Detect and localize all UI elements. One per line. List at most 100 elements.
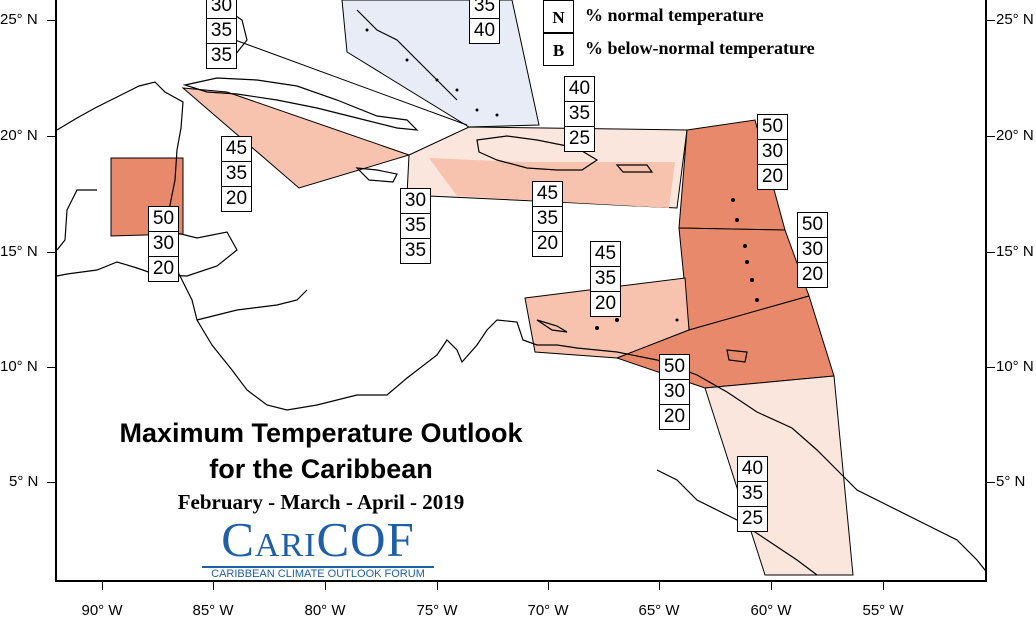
zone-guianas xyxy=(704,375,854,576)
prob-below: 25 xyxy=(741,508,764,529)
lat-tick xyxy=(47,252,55,253)
map-frame xyxy=(55,0,987,582)
prob-normal: 35 xyxy=(565,102,594,127)
lon-label: 90° W xyxy=(81,602,123,619)
lon-label: 80° W xyxy=(304,602,346,619)
legend-key-normal: N xyxy=(543,0,574,33)
lon-tick xyxy=(102,582,103,590)
prob-normal: 30 xyxy=(798,238,827,263)
prob-box-leeward-islands: 50 30 20 xyxy=(757,114,788,190)
lat-label-left: 15° N xyxy=(0,243,38,260)
prob-normal: 35 xyxy=(591,267,620,292)
lat-tick xyxy=(47,367,55,368)
zone-bahamas xyxy=(341,0,540,128)
prob-below: 35 xyxy=(404,240,427,261)
prob-box-jamaica: 30 35 35 xyxy=(400,188,431,264)
prob-normal: 35 xyxy=(738,482,767,507)
legend-text-normal: % normal temperature xyxy=(585,5,764,25)
lon-label: 55° W xyxy=(862,602,904,619)
lat-label-right: 25° N xyxy=(996,11,1034,28)
lat-label-left: 5° N xyxy=(9,473,39,490)
lat-tick xyxy=(987,367,995,368)
prob-box-belize: 50 30 20 xyxy=(148,206,179,282)
logo-tagline: CARIBBEAN CLIMATE OUTLOOK FORUM xyxy=(211,568,425,580)
logo-divider xyxy=(202,566,434,568)
prob-normal: 35 xyxy=(533,207,562,232)
lat-tick xyxy=(987,20,995,21)
lon-tick xyxy=(548,582,549,590)
caricof-logo: CariCOF CARIBBEAN CLIMATE OUTLOOK FORUM xyxy=(202,514,434,580)
prob-normal: 35 xyxy=(470,0,499,19)
prob-below: 20 xyxy=(801,264,824,285)
prob-box-bahamas: 35 40 xyxy=(469,0,500,44)
lat-tick xyxy=(47,136,55,137)
lon-tick xyxy=(213,582,214,590)
prob-below: 40 xyxy=(473,20,496,41)
lon-label: 70° W xyxy=(527,602,569,619)
prob-box-abc-islands: 45 35 20 xyxy=(590,241,621,317)
lat-label-right: 20° N xyxy=(996,127,1034,144)
lat-tick xyxy=(987,136,995,137)
lon-tick xyxy=(437,582,438,590)
lat-label-left: 20° N xyxy=(0,127,38,144)
small-islands xyxy=(365,28,759,330)
lon-label: 60° W xyxy=(750,602,792,619)
prob-below: 20 xyxy=(225,188,248,209)
lat-label-right: 10° N xyxy=(996,358,1034,375)
zone-cayman-jamaica-west xyxy=(181,87,411,189)
prob-normal: 35 xyxy=(401,214,430,239)
prob-below: 25 xyxy=(568,128,591,149)
prob-box-cayman-jamaica-west: 45 35 20 xyxy=(221,136,252,212)
lon-tick xyxy=(771,582,772,590)
coastlines xyxy=(57,0,985,576)
prob-normal: 30 xyxy=(149,232,178,257)
prob-normal: 35 xyxy=(222,162,251,187)
prob-normal: 30 xyxy=(660,380,689,405)
prob-normal: 35 xyxy=(207,19,236,44)
lon-label: 65° W xyxy=(638,602,680,619)
prob-above: 45 xyxy=(591,242,620,267)
prob-below: 35 xyxy=(210,45,233,66)
prob-above: 40 xyxy=(565,77,594,102)
logo-wordmark: CariCOF xyxy=(221,512,415,567)
prob-below: 20 xyxy=(152,258,175,279)
prob-below: 20 xyxy=(536,233,559,254)
map-period: February - March - April - 2019 xyxy=(177,490,465,514)
legend-key-below: B xyxy=(543,33,574,66)
map-title-line1: Maximum Temperature Outlook xyxy=(119,418,523,448)
prob-above: 50 xyxy=(149,207,178,232)
prob-normal: 30 xyxy=(758,140,787,165)
prob-box-guianas: 40 35 25 xyxy=(737,456,768,532)
prob-above: 50 xyxy=(798,213,827,238)
lon-tick xyxy=(659,582,660,590)
lat-label-right: 15° N xyxy=(996,243,1034,260)
lat-label-left: 25° N xyxy=(0,11,38,28)
legend-text-below: % below-normal temperature xyxy=(585,38,815,58)
prob-above: 45 xyxy=(533,182,562,207)
prob-below: 20 xyxy=(663,406,686,427)
prob-below: 20 xyxy=(761,166,784,187)
prob-above: 40 xyxy=(738,457,767,482)
lat-label-right: 5° N xyxy=(996,473,1026,490)
prob-above: 30 xyxy=(401,189,430,214)
prob-above: 50 xyxy=(758,115,787,140)
lon-label: 75° W xyxy=(416,602,458,619)
lat-tick xyxy=(987,252,995,253)
lat-tick xyxy=(47,20,55,21)
lat-label-left: 10° N xyxy=(0,358,38,375)
prob-box-trinidad: 50 30 20 xyxy=(659,354,690,430)
prob-box-windward-islands: 50 30 20 xyxy=(797,212,828,288)
prob-above: 30 xyxy=(207,0,236,19)
lat-tick xyxy=(47,482,55,483)
prob-box-cuba-east: 30 35 35 xyxy=(206,0,237,69)
prob-below: 20 xyxy=(594,293,617,314)
lon-tick xyxy=(883,582,884,590)
lon-tick xyxy=(325,582,326,590)
lat-tick xyxy=(987,482,995,483)
lon-label: 85° W xyxy=(192,602,234,619)
prob-box-hispaniola-puerto-rico: 45 35 20 xyxy=(532,181,563,257)
prob-above: 45 xyxy=(222,137,251,162)
prob-above: 50 xyxy=(660,355,689,380)
map-title-line2: for the Caribbean xyxy=(209,454,433,484)
prob-box-turks-caicos: 40 35 25 xyxy=(564,76,595,152)
